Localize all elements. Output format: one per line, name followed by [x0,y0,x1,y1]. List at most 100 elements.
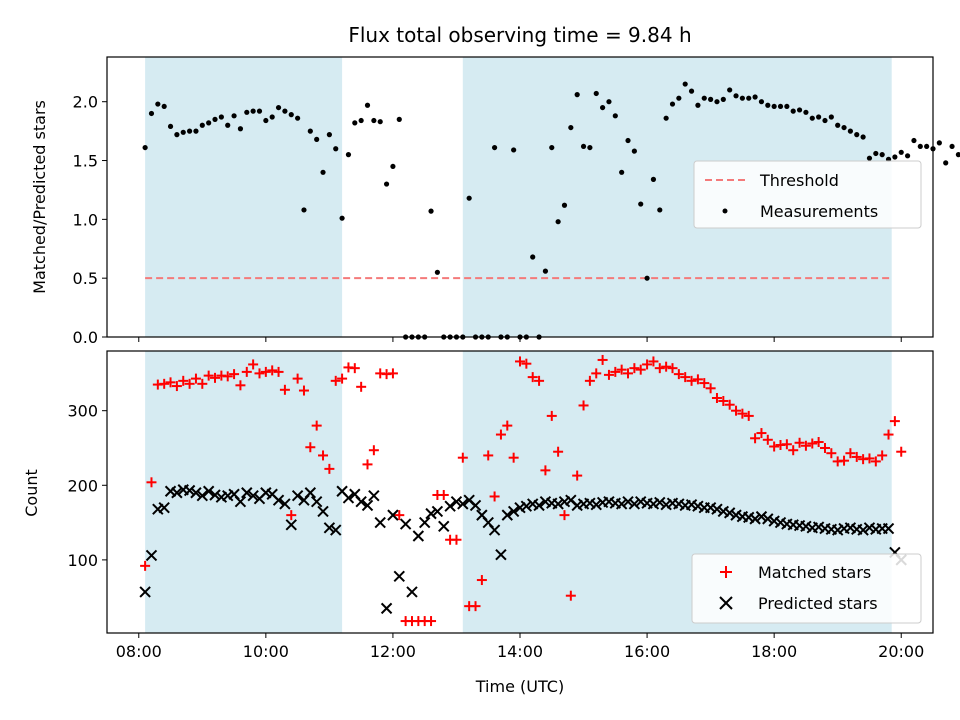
predicted-star-point [654,496,666,509]
matched-star-point [819,442,830,453]
predicted-star-point [501,509,513,521]
measurement-point [250,108,256,114]
top-y-axis-title: Matched/Predicted stars [30,100,49,294]
x-tick-label: 20:00 [878,642,924,661]
measurement-point [352,120,358,126]
matched-star-point [254,368,265,379]
measurement-point [237,126,244,132]
measurement-point [434,269,440,275]
matched-star-point [457,452,468,463]
measurement-point [784,103,790,110]
measurement-point [911,137,917,144]
measurement-point [193,128,199,134]
measurement-point [275,104,282,111]
matched-star-point [667,363,678,374]
predicted-star-point [342,492,355,504]
matched-star-point [762,434,773,445]
matched-star-point [661,361,672,372]
predicted-star-point [406,586,418,598]
matched-star-point [159,378,170,389]
measurement-point [383,181,390,187]
predicted-star-point [533,499,545,512]
y-tick-label: 2.0 [73,93,98,112]
matched-star-point [305,442,316,453]
y-tick-label: 200 [67,476,98,495]
predicted-star-point [158,501,170,514]
matched-star-point [248,359,259,370]
measurement-point [600,104,606,111]
measurement-point [803,109,809,115]
predicted-star-point [444,500,456,512]
measurement-point [288,112,294,118]
measurement-point [663,115,669,121]
measurement-point [256,108,263,114]
observing-interval-band [145,57,343,337]
predicted-star-point [622,495,634,508]
matched-star-point [743,410,754,421]
predicted-star-point [590,498,602,511]
measurement-point [796,107,803,113]
predicted-star-point [272,494,285,506]
measurement-point [561,202,568,208]
measurement-point [364,102,371,108]
measurement-point [371,117,377,124]
matched-star-point [839,455,850,466]
predicted-star-point [171,487,183,499]
matched-star-point [731,405,742,416]
measurement-point [174,132,180,138]
matched-star-point [515,356,525,367]
predicted-star-point [711,503,723,515]
matched-star-point [584,375,595,386]
matched-star-point [750,433,761,444]
measurement-point [822,117,828,124]
measurement-point [758,99,765,105]
matched-star-point [692,374,703,385]
predicted-star-point [310,495,323,508]
measurement-point [949,143,955,150]
legend-threshold-label: Threshold [759,171,839,190]
measurement-point [333,146,339,152]
matched-star-point [673,369,684,380]
measurement-point [377,119,383,125]
predicted-star-point [469,499,482,512]
matched-star-point [203,370,214,381]
matched-star-point [502,420,513,431]
matched-star-point [635,364,646,375]
matched-star-point [711,393,722,403]
matched-star-point [540,465,551,476]
matched-star-point [642,359,653,370]
matched-star-point [298,385,309,396]
predicted-star-point [285,519,297,531]
matched-star-point [794,437,805,448]
measurement-point [695,102,701,108]
measurement-point [339,215,345,221]
predicted-star-point [209,489,221,501]
measurement-point [892,154,898,160]
matched-star-point [190,373,201,384]
predicted-star-point [552,498,564,510]
chart-title: Flux total observing time = 9.84 h [348,23,691,47]
measurement-point [314,136,320,142]
matched-star-point [648,356,659,367]
x-axis-title: Time (UTC) [475,677,564,696]
matched-star-point [578,400,589,411]
matched-star-point [826,448,837,459]
predicted-star-point [247,490,259,502]
x-tick-label: 10:00 [243,642,289,661]
measurement-point [733,93,739,99]
measurement-point [720,96,726,102]
predicted-star-point [628,498,641,510]
matched-star-point [324,463,335,474]
measurement-point [491,144,498,151]
measurement-point [428,208,434,214]
bottom-legend: Matched stars Predicted stars [691,553,922,624]
measurement-point [790,108,796,114]
matched-star-point [603,369,614,380]
matched-star-point [165,377,176,388]
measurement-point [873,150,879,157]
predicted-star-point [196,490,209,502]
matched-star-point [781,439,792,450]
matched-star-point [330,375,341,386]
measurement-point [650,176,657,182]
legend-measurements-swatch [722,208,728,214]
